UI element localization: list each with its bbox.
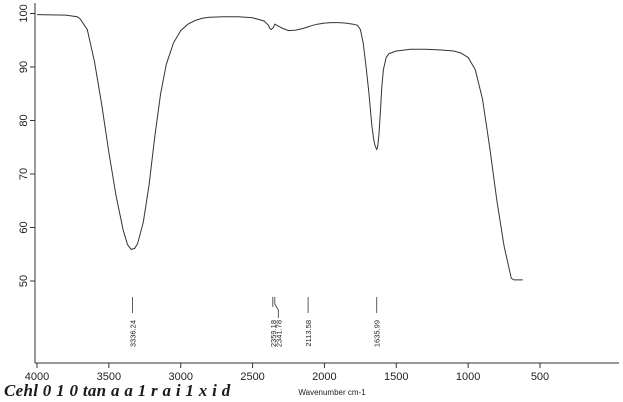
x-axis-ticks: 4000 3500 3000 2500 2000 1500 1000 500: [25, 363, 549, 383]
figure-caption: Cehl 0 1 0 tan a a 1 r a i 1 x i d: [4, 381, 231, 400]
peak-label: 3336.24: [128, 320, 137, 347]
x-tick-label: 500: [531, 371, 549, 383]
y-tick-label: 90: [18, 61, 30, 73]
axes: [34, 3, 619, 364]
x-axis-label: Wavenumber cm-1: [298, 388, 366, 397]
y-axis-ticks: 50 60 70 80 90 100: [18, 4, 35, 287]
peak-label: 2341.78: [274, 320, 283, 347]
peak-label: 2359.18: [269, 320, 278, 347]
x-tick-label: 2500: [240, 371, 264, 383]
x-tick-label: 4000: [25, 371, 49, 383]
peak-leader: [274, 297, 279, 318]
y-tick-label: 70: [18, 168, 30, 180]
x-tick-label: 2000: [312, 371, 336, 383]
y-tick-label: 50: [18, 275, 30, 287]
x-tick-label: 3000: [168, 371, 192, 383]
x-tick-label: 3500: [97, 371, 121, 383]
y-tick-label: 80: [18, 114, 30, 126]
y-tick-label: 60: [18, 221, 30, 233]
x-tick-label: 1500: [384, 371, 408, 383]
x-tick-label: 1000: [456, 371, 480, 383]
series-line: [36, 14, 523, 281]
peak-label: 1635.99: [373, 320, 382, 347]
y-tick-label: 100: [18, 4, 30, 22]
peak-label: 2113.58: [304, 320, 313, 347]
